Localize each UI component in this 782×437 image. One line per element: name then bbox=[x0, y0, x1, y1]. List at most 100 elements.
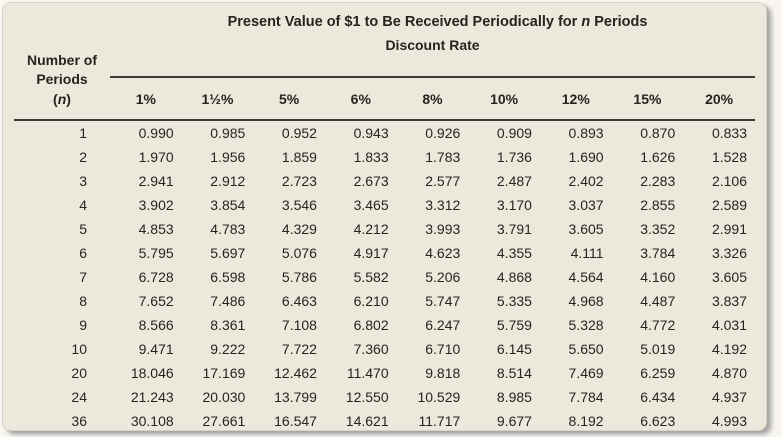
value-cell: 27.661 bbox=[202, 413, 246, 429]
period-cell: 9 bbox=[79, 317, 87, 333]
table-row: 8 7.652 7.486 6.463 6.210 5.747 5.335 4.968 4.48… bbox=[14, 289, 755, 313]
value-cell: 2.283 bbox=[640, 173, 676, 189]
value-cell: 2.723 bbox=[281, 173, 317, 189]
value-cell: 5.786 bbox=[281, 269, 317, 285]
value-cell: 1.833 bbox=[353, 149, 389, 165]
value-cell: 4.868 bbox=[496, 269, 532, 285]
value-cell: 3.037 bbox=[568, 197, 604, 213]
value-cell: 10.529 bbox=[417, 389, 461, 405]
value-cell: 5.795 bbox=[138, 245, 174, 261]
period-cell: 5 bbox=[79, 221, 87, 237]
value-cell: 8.361 bbox=[210, 317, 246, 333]
value-cell: 0.909 bbox=[468, 119, 540, 145]
value-cell: 7.784 bbox=[568, 389, 604, 405]
value-cell: 3.465 bbox=[353, 197, 389, 213]
value-cell: 4.487 bbox=[640, 293, 676, 309]
period-cell: 20 bbox=[71, 365, 87, 381]
value-cell: 4.917 bbox=[353, 245, 389, 261]
n-symbol: n bbox=[57, 90, 67, 107]
value-cell: 3.791 bbox=[496, 221, 532, 237]
value-cell: 2.912 bbox=[210, 173, 246, 189]
value-cell: 30.108 bbox=[130, 413, 174, 429]
value-cell: 2.577 bbox=[425, 173, 461, 189]
value-cell: 6.728 bbox=[138, 269, 174, 285]
value-cell: 0.833 bbox=[683, 119, 755, 145]
value-cell: 5.582 bbox=[353, 269, 389, 285]
value-cell: 20.030 bbox=[202, 389, 246, 405]
period-cell: 3 bbox=[79, 173, 87, 189]
value-cell: 8.566 bbox=[138, 317, 174, 333]
value-cell: 5.206 bbox=[425, 269, 461, 285]
value-cell: 12.462 bbox=[274, 365, 317, 381]
table-row: 7 6.728 6.598 5.786 5.582 5.206 4.868 4.564 4.16… bbox=[14, 265, 755, 289]
rate-column-header: 12% bbox=[561, 90, 590, 107]
value-cell: 5.076 bbox=[281, 245, 317, 261]
value-cell: 6.247 bbox=[425, 317, 461, 333]
value-cell: 4.783 bbox=[210, 221, 246, 237]
value-cell: 8.985 bbox=[496, 389, 532, 405]
value-cell: 14.621 bbox=[345, 413, 389, 429]
period-cell: 7 bbox=[79, 269, 87, 285]
value-cell: 4.937 bbox=[711, 389, 747, 405]
discount-rate-row: Discount Rate bbox=[14, 32, 755, 78]
period-cell: 10 bbox=[71, 341, 87, 357]
value-cell: 4.564 bbox=[568, 269, 604, 285]
period-cell: 6 bbox=[79, 245, 87, 261]
rate-column-header: 8% bbox=[422, 90, 443, 107]
rate-column-header: 6% bbox=[350, 90, 371, 107]
value-cell: 1.690 bbox=[568, 149, 604, 165]
value-cell: 5.650 bbox=[568, 341, 604, 357]
value-cell: 2.589 bbox=[711, 197, 747, 213]
table-row: 3 2.941 2.912 2.723 2.673 2.577 2.487 2.402 2.28… bbox=[14, 169, 755, 193]
value-cell: 6.259 bbox=[640, 365, 676, 381]
value-cell: 1.970 bbox=[138, 149, 174, 165]
period-cell: 8 bbox=[79, 293, 87, 309]
value-cell: 5.747 bbox=[425, 293, 461, 309]
periods-header-line2: Periods bbox=[36, 71, 88, 87]
value-cell: 3.605 bbox=[568, 221, 604, 237]
value-cell: 0.870 bbox=[611, 119, 684, 145]
period-cell: 1 bbox=[14, 119, 110, 145]
value-cell: 1.783 bbox=[425, 149, 461, 165]
table-row: 9 8.566 8.361 7.108 6.802 6.247 5.759 5.328 4.77… bbox=[14, 313, 755, 337]
value-cell: 6.434 bbox=[640, 389, 676, 405]
table-row: 10 9.471 9.222 7.722 7.360 6.710 6.145 5.650 5.0… bbox=[14, 337, 755, 361]
period-cell: 2 bbox=[79, 149, 87, 165]
value-cell: 9.222 bbox=[210, 341, 246, 357]
value-cell: 3.902 bbox=[138, 197, 174, 213]
value-cell: 5.759 bbox=[496, 317, 532, 333]
table-row: 2 1.970 1.956 1.859 1.833 1.783 1.736 1.690 1.62… bbox=[14, 145, 755, 169]
value-cell: 1.956 bbox=[210, 149, 246, 165]
value-cell: 1.859 bbox=[281, 149, 317, 165]
value-cell: 7.108 bbox=[281, 317, 317, 333]
value-cell: 9.818 bbox=[425, 365, 461, 381]
value-cell: 6.598 bbox=[210, 269, 246, 285]
value-cell: 4.355 bbox=[496, 245, 532, 261]
value-cell: 4.993 bbox=[711, 413, 747, 429]
value-cell: 1.528 bbox=[711, 149, 747, 165]
value-cell: 7.469 bbox=[568, 365, 604, 381]
value-cell: 4.853 bbox=[138, 221, 174, 237]
periods-header-symbol: (n) bbox=[53, 90, 71, 107]
value-cell: 18.046 bbox=[130, 365, 174, 381]
value-cell: 0.952 bbox=[253, 119, 325, 145]
table-row: 36 30.108 27.661 16.547 14.621 11.717 9.677 8.1… bbox=[14, 409, 755, 433]
table-row: 6 5.795 5.697 5.076 4.917 4.623 4.355 4.111 3.78… bbox=[14, 241, 755, 265]
value-cell: 9.677 bbox=[496, 413, 532, 429]
value-cell: 4.160 bbox=[640, 269, 676, 285]
value-cell: 2.855 bbox=[640, 197, 676, 213]
rate-column-header: 1½% bbox=[201, 90, 234, 107]
value-cell: 0.990 bbox=[110, 119, 182, 145]
table-row: 4 3.902 3.854 3.546 3.465 3.312 3.170 3.037 2.85… bbox=[14, 193, 755, 217]
value-cell: 7.360 bbox=[353, 341, 389, 357]
period-cell: 36 bbox=[71, 413, 87, 429]
value-cell: 3.993 bbox=[425, 221, 461, 237]
value-cell: 8.514 bbox=[496, 365, 532, 381]
value-cell: 13.799 bbox=[274, 389, 317, 405]
value-cell: 2.106 bbox=[711, 173, 747, 189]
value-cell: 4.111 bbox=[570, 245, 604, 261]
value-cell: 6.145 bbox=[496, 341, 532, 357]
value-cell: 5.335 bbox=[496, 293, 532, 309]
table-row: 24 21.243 20.030 13.799 12.550 10.529 8.985 7.7… bbox=[14, 385, 755, 409]
value-cell: 4.870 bbox=[711, 365, 747, 381]
